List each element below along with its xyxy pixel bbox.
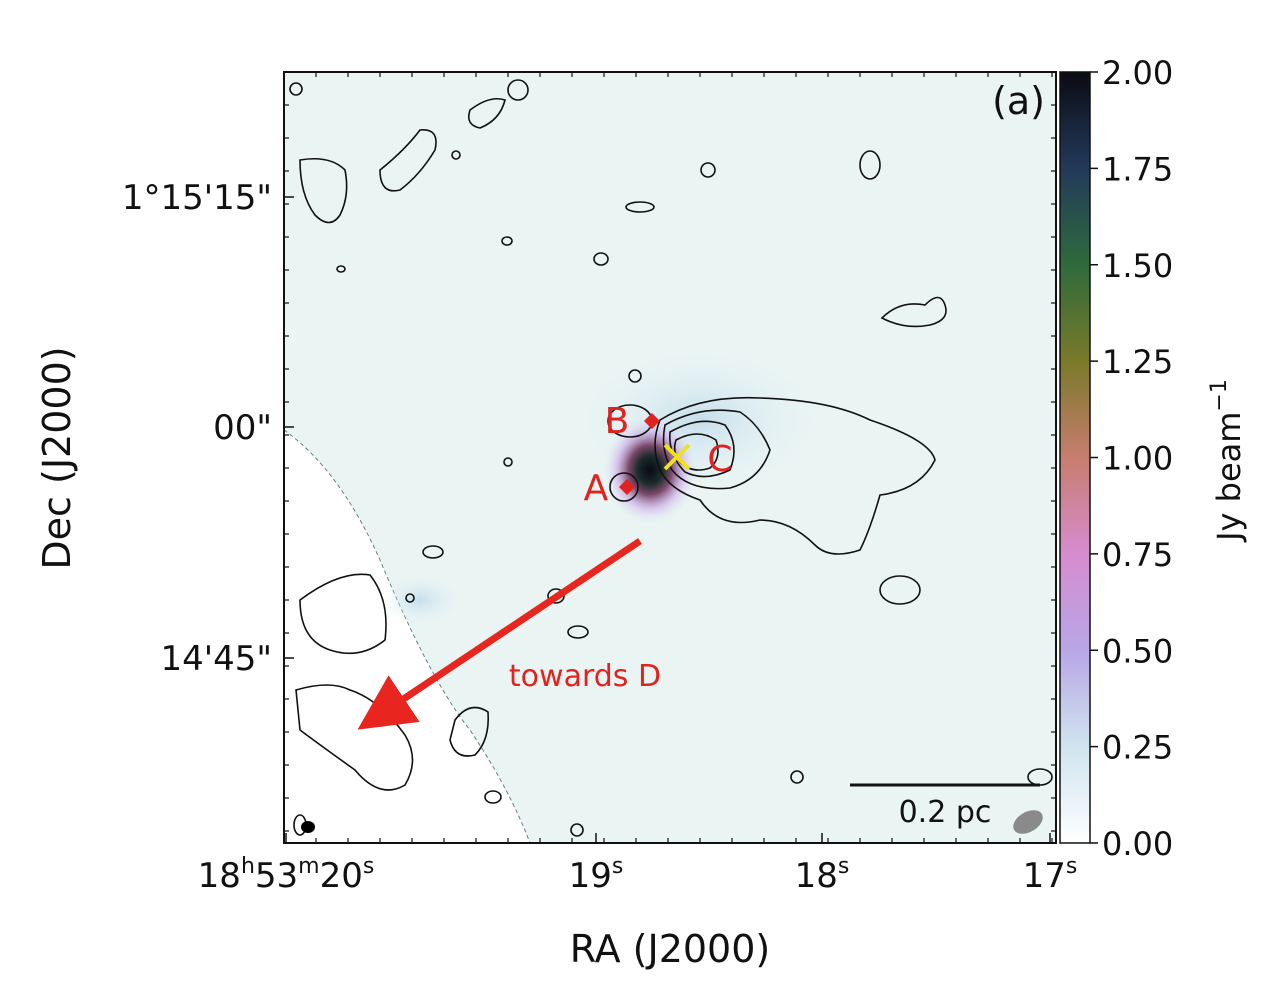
scale-bar-label: 0.2 pc — [899, 795, 992, 830]
y-tick-label: 00" — [213, 408, 272, 448]
colorbar-tick-label: 0.75 — [1102, 536, 1173, 574]
source-a-label: A — [584, 468, 609, 509]
colorbar-tick-label: 1.50 — [1102, 247, 1173, 285]
colorbar-tick-label: 0.25 — [1102, 729, 1173, 767]
colorbar-tick-label: 1.25 — [1102, 343, 1173, 381]
x-tick-label: 18s — [795, 854, 850, 896]
source-c-label: C — [707, 439, 732, 480]
direction-arrow — [357, 538, 642, 730]
y-tick-labels: 1°15'15" 00" 14'45" — [122, 178, 294, 679]
y-axis-title: Dec (J2000) — [35, 346, 79, 569]
x-tick-label: 17s — [1023, 854, 1078, 896]
colorbar-tick-label: 1.75 — [1102, 150, 1173, 188]
colorbar — [1059, 71, 1091, 844]
beam-ellipse-2 — [1013, 810, 1043, 834]
source-b-marker — [644, 413, 660, 429]
x-tick-label: 18h53m20s — [198, 854, 375, 896]
colorbar-tick-label: 0.50 — [1102, 632, 1173, 670]
coverage-gap — [284, 430, 530, 843]
minor-ticks — [284, 72, 1056, 843]
source-c-cross — [663, 443, 691, 471]
x-axis-title: RA (J2000) — [570, 927, 771, 971]
coverage-edge — [284, 429, 531, 843]
colorbar-ticks: 0.00 0.25 0.50 0.75 1.00 1.25 1.50 1.75 2.00 — [1090, 54, 1173, 863]
y-tick-label: 1°15'15" — [122, 178, 272, 218]
y-tick-label: 14'45" — [160, 639, 272, 679]
source-a-marker — [619, 479, 635, 495]
emission-halo-2 — [380, 575, 460, 625]
plot-area: AB C towards D 0.2 pc (a) — [284, 72, 1056, 843]
colorbar-tick-label: 2.00 — [1102, 54, 1173, 92]
towards-d-annotation: towards D — [509, 659, 661, 694]
x-tick-labels: 18h53m20s 19s 18s 17s — [198, 833, 1078, 896]
source-markers: AB C — [584, 401, 733, 509]
colorbar-title: Jy beam−1 — [1207, 379, 1248, 543]
panel-label: (a) — [992, 79, 1045, 123]
beam-ellipse — [301, 821, 315, 833]
source-b-label: B — [605, 401, 630, 442]
plot-frame — [283, 71, 1057, 844]
x-tick-label: 19s — [569, 854, 624, 896]
colorbar-tick-label: 1.00 — [1102, 440, 1173, 478]
colorbar-tick-label: 0.00 — [1102, 825, 1173, 863]
emission-core — [602, 415, 698, 525]
